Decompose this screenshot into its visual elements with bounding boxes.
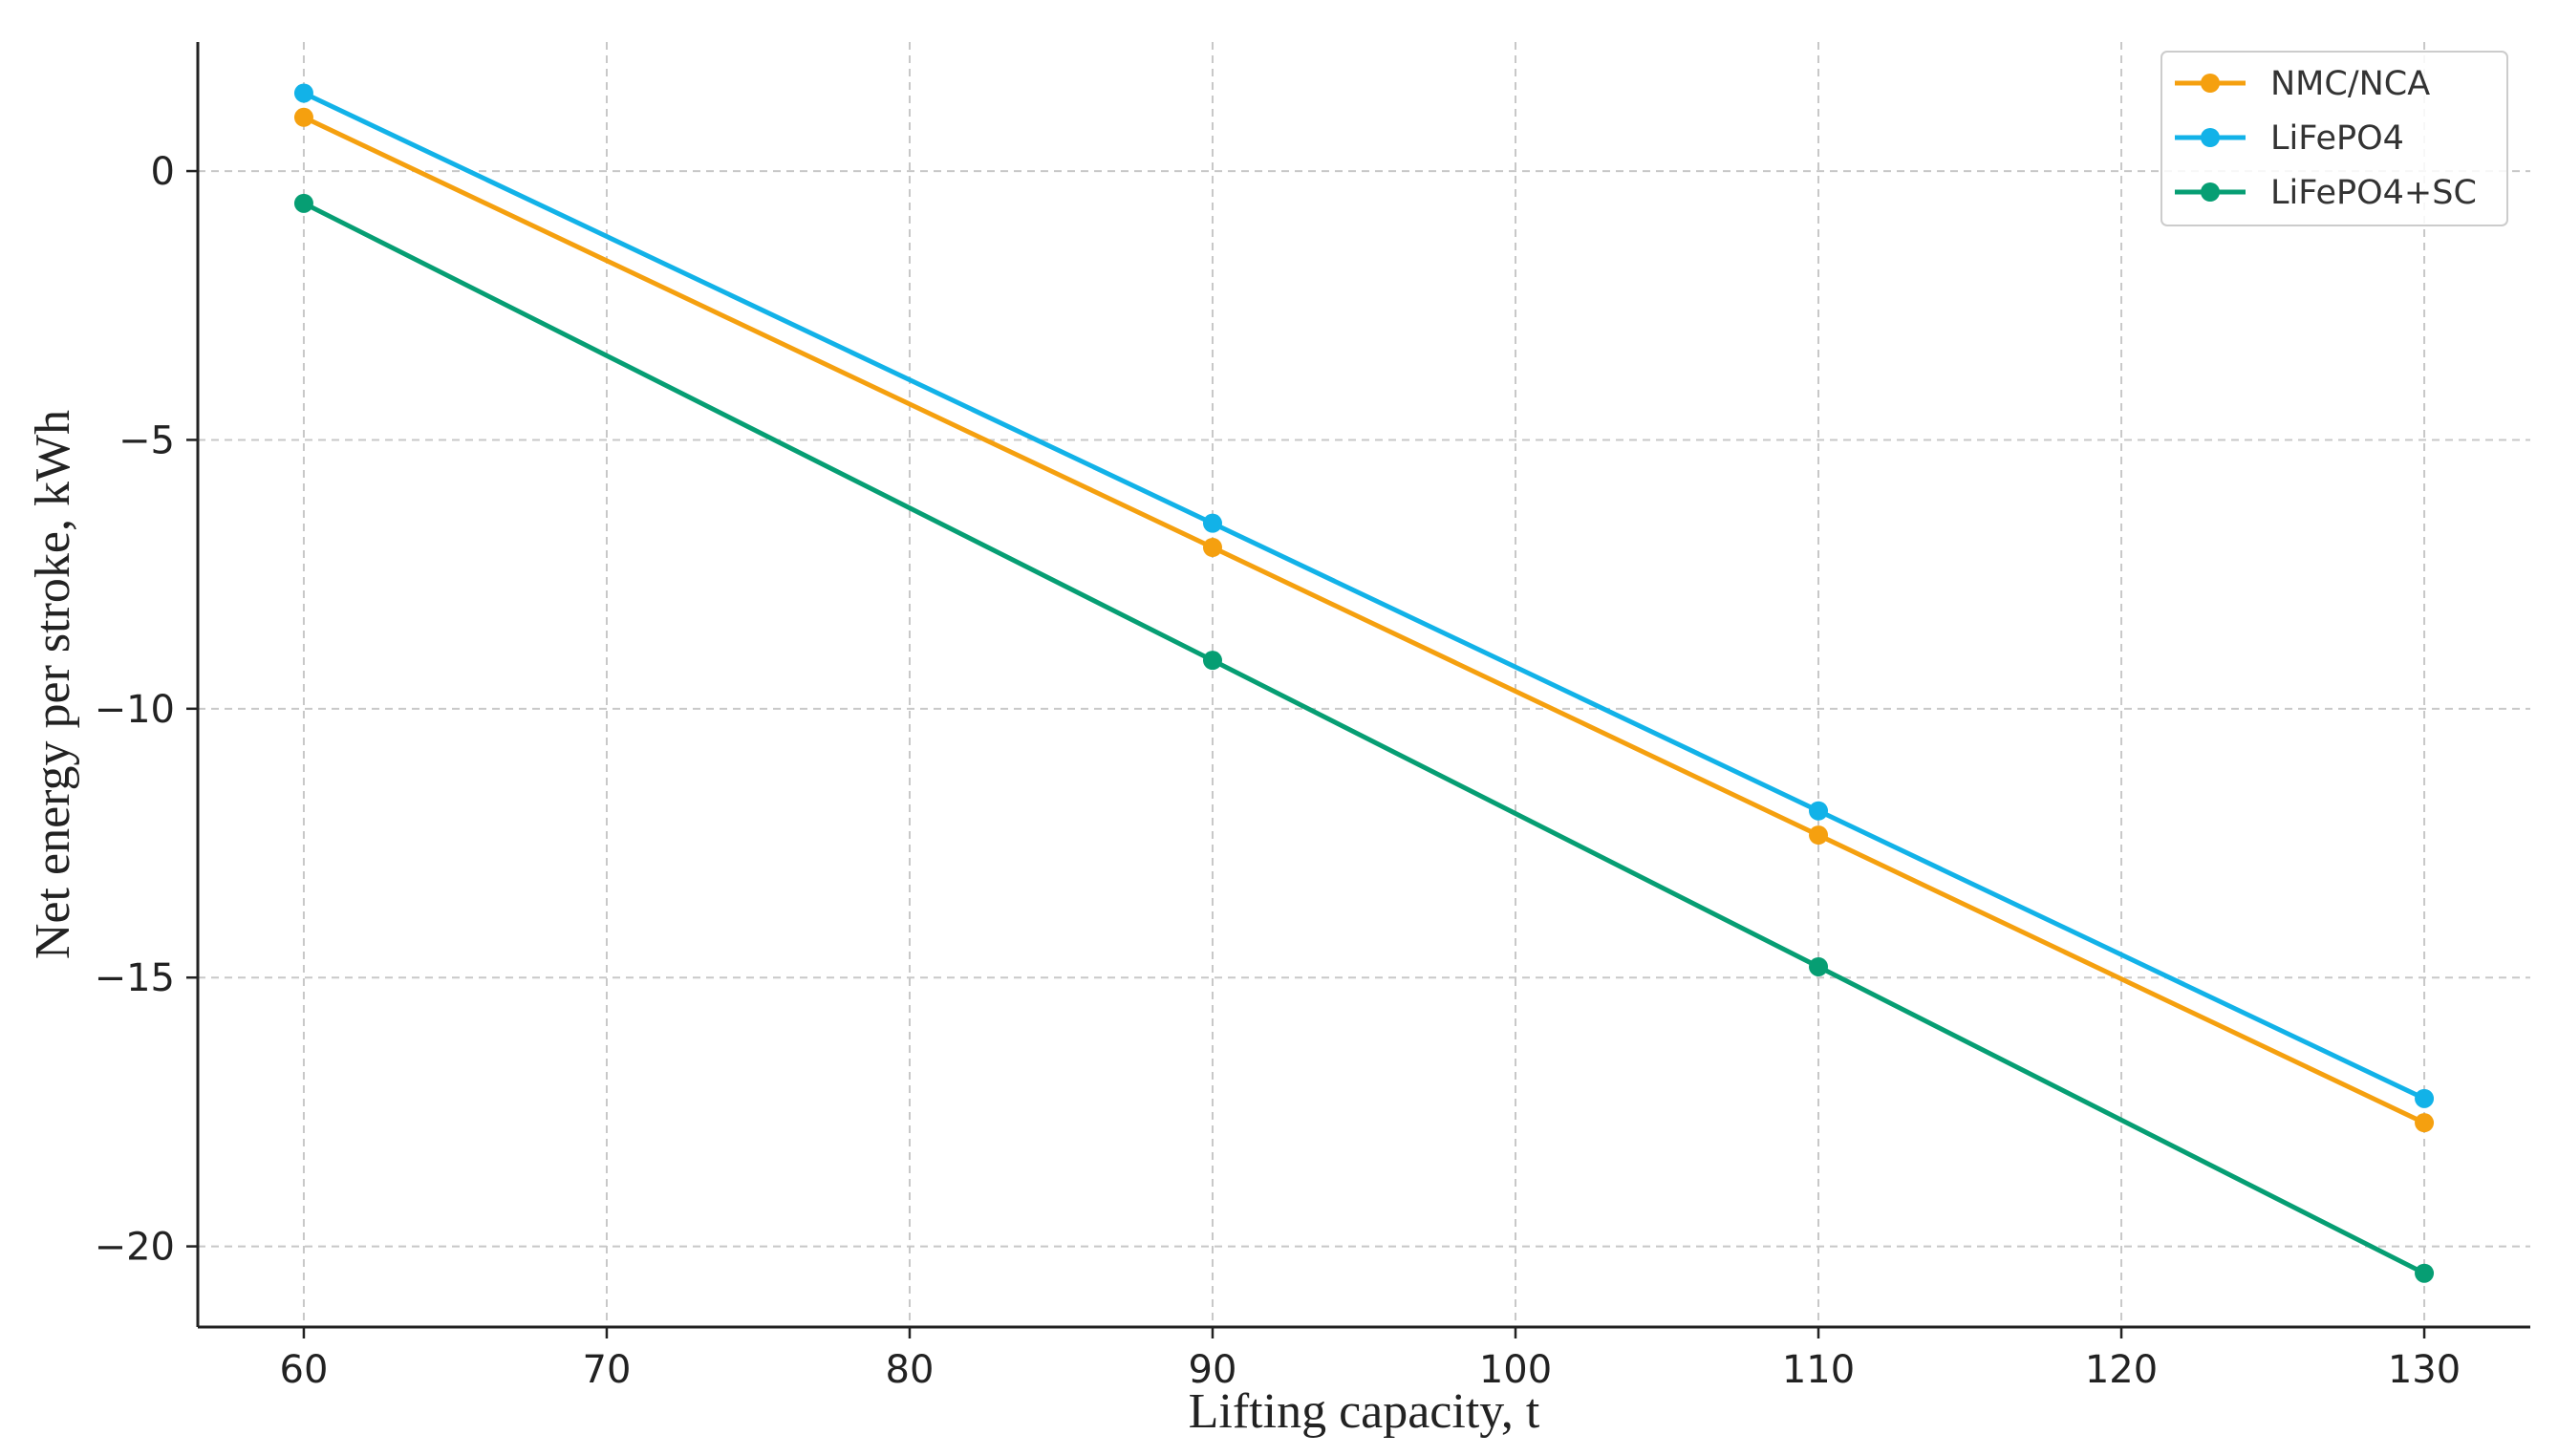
legend-label: LiFePO4 [2270, 119, 2404, 158]
data-point [2415, 1113, 2435, 1133]
y-tick-label: −20 [95, 1226, 175, 1270]
legend-item: NMC/NCA [2175, 65, 2430, 103]
data-point [1809, 956, 1829, 976]
data-point [1809, 825, 1829, 846]
x-tick-label: 100 [1479, 1348, 1552, 1392]
y-axis-title: Net energy per stroke, kWh [26, 410, 80, 959]
y-tick-label: −10 [95, 688, 175, 732]
legend-marker [2201, 74, 2220, 93]
data-point [1202, 651, 1222, 671]
data-point [1202, 513, 1222, 533]
y-tick-label: 0 [151, 150, 175, 194]
x-tick-label: 80 [886, 1348, 935, 1392]
x-tick-label: 60 [280, 1348, 329, 1392]
legend-item: LiFePO4 [2175, 119, 2404, 158]
x-tick-label: 120 [2085, 1348, 2158, 1392]
x-tick-label: 130 [2388, 1348, 2461, 1392]
series-group [293, 107, 2435, 1133]
series-line [302, 91, 2426, 1102]
legend-label: NMC/NCA [2270, 65, 2430, 103]
legend-item: LiFePO4+SC [2175, 174, 2477, 212]
series-line [302, 115, 2426, 1125]
x-axis-title: Lifting capacity, t [1189, 1384, 1540, 1439]
legend-label: LiFePO4+SC [2270, 174, 2477, 212]
axes [196, 42, 2530, 1329]
x-tick-label: 70 [583, 1348, 632, 1392]
data-point [293, 83, 313, 103]
x-tick-label: 110 [1782, 1348, 1855, 1392]
ticks: 60 70 80 90 100 110 120 130 0 −5 −10 −15 −20 [95, 150, 2461, 1392]
data-point [1809, 801, 1829, 821]
data-point [2415, 1088, 2435, 1108]
x-tick-label: 90 [1189, 1348, 1237, 1392]
data-point [293, 107, 313, 127]
y-tick-label: −15 [95, 956, 175, 1000]
legend-marker [2201, 128, 2220, 147]
data-point [293, 193, 313, 213]
series-group [293, 193, 2435, 1283]
data-point [2415, 1263, 2435, 1283]
series [293, 83, 2435, 1283]
grid [198, 42, 2530, 1327]
y-tick-label: −5 [118, 418, 175, 462]
legend: NMC/NCA LiFePO4 LiFePO4+SC [2160, 51, 2508, 226]
data-point [1202, 537, 1222, 557]
legend-marker [2201, 182, 2220, 202]
legend-box [2160, 51, 2508, 226]
series-line [302, 201, 2426, 1275]
series-group [293, 83, 2435, 1108]
